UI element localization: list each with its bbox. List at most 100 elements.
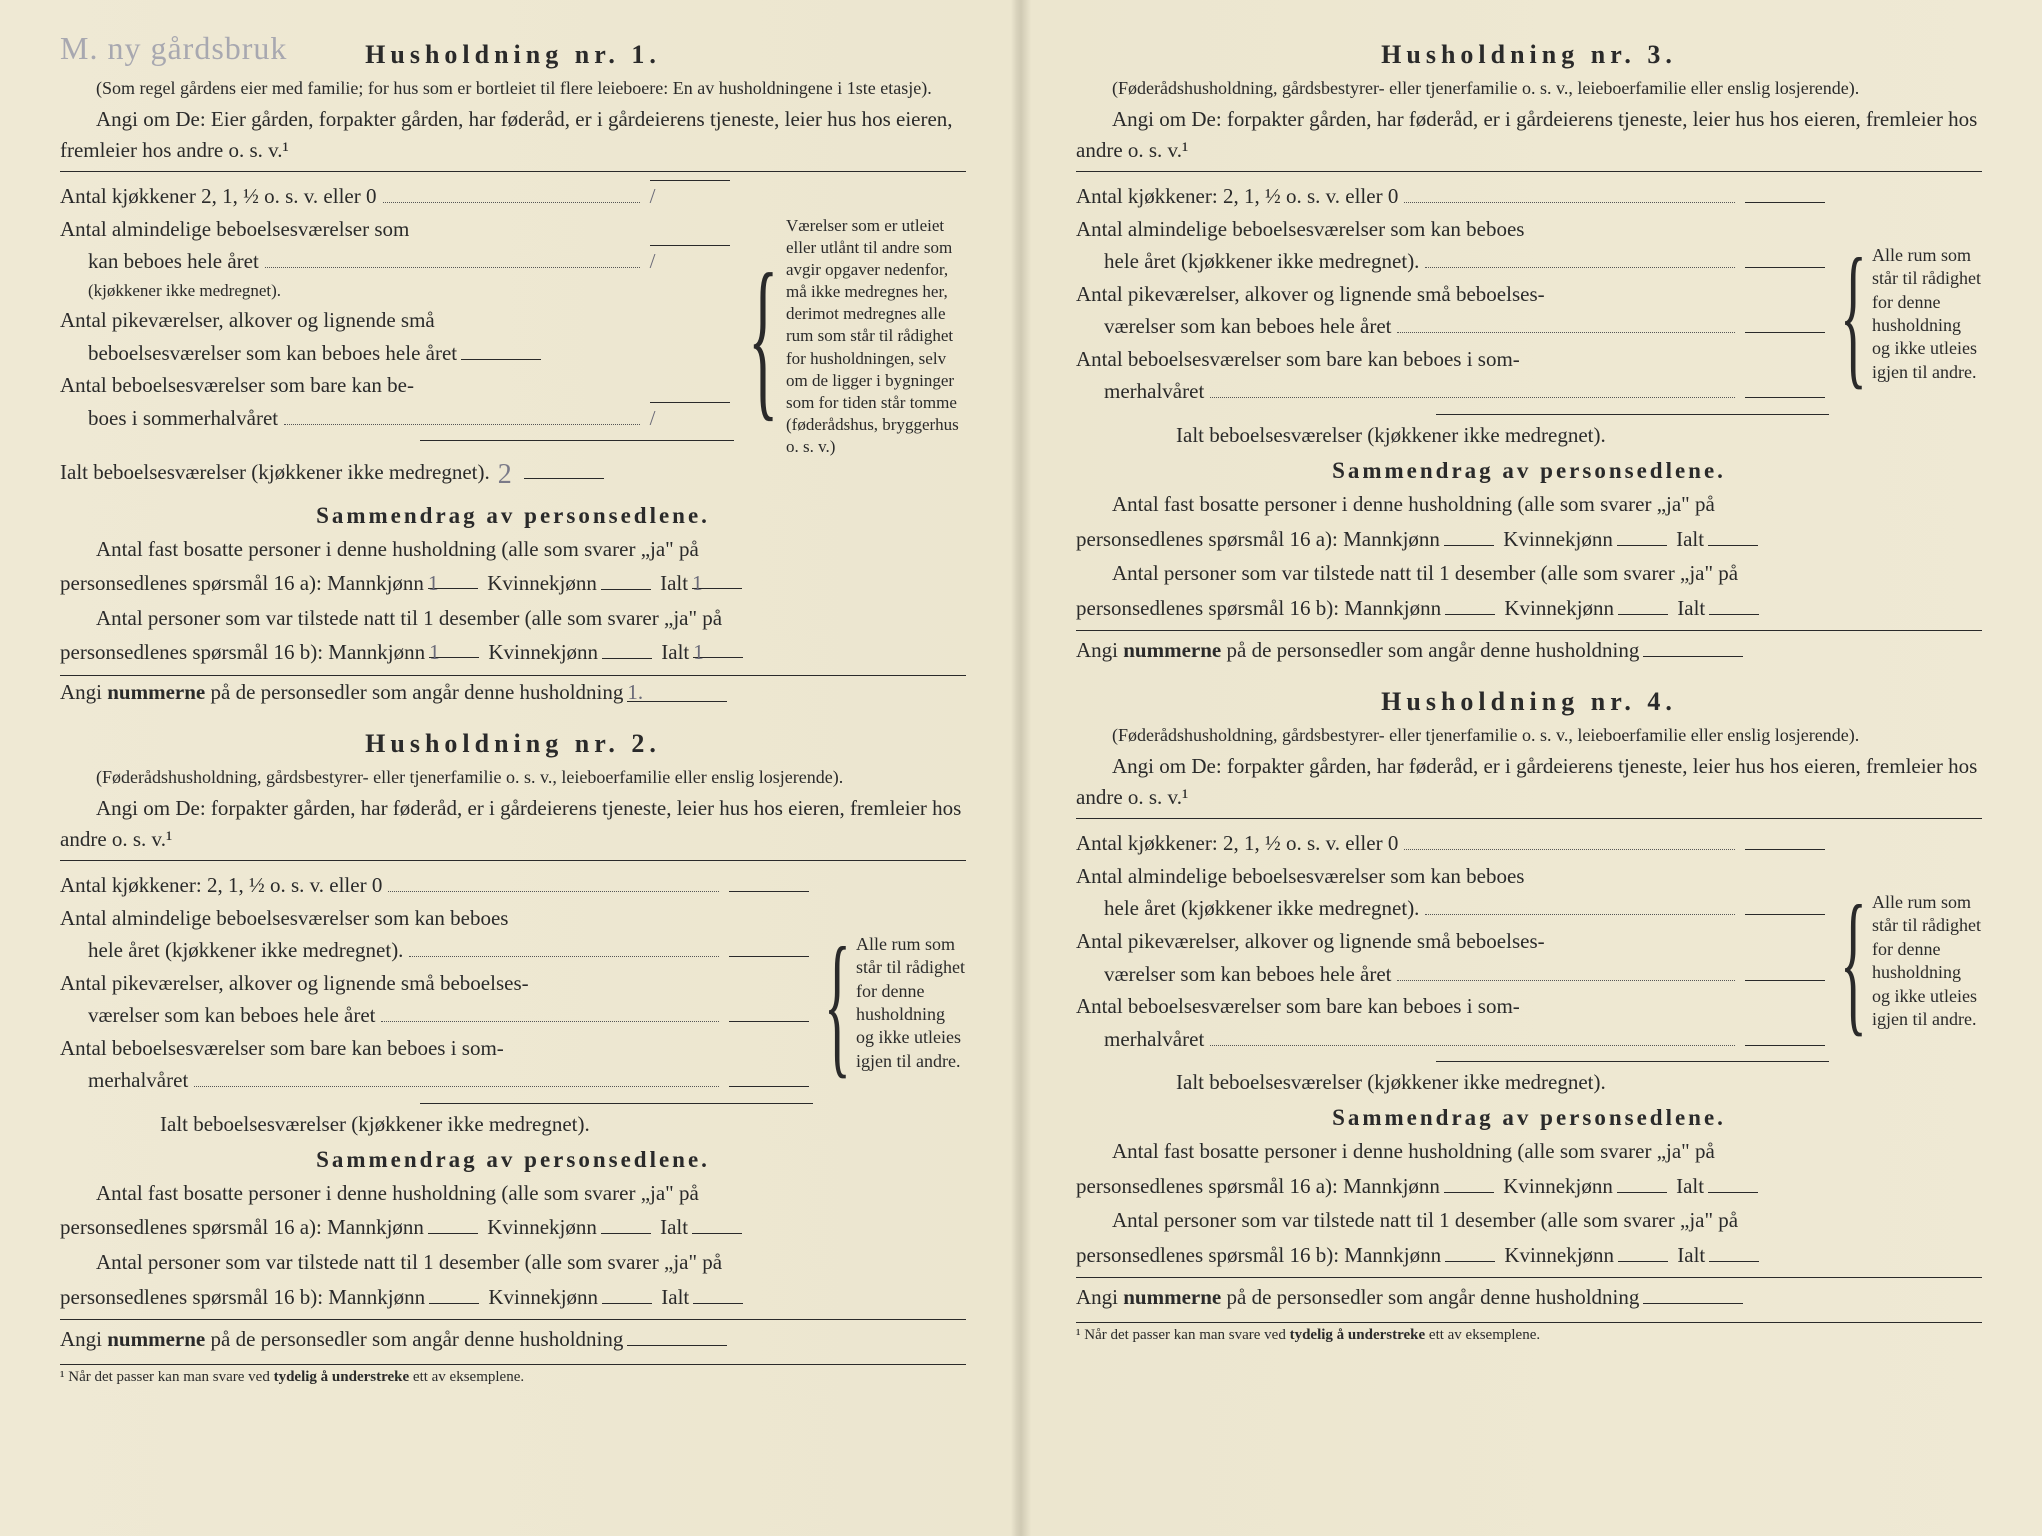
hh3-sum2-kvinne[interactable]	[1618, 593, 1668, 615]
hh3-sum1-ialt[interactable]	[1708, 524, 1758, 546]
hh2-r4a: Antal beboelsesværelser som bare kan beb…	[60, 1032, 504, 1065]
hh4-sum1-mann[interactable]	[1444, 1171, 1494, 1193]
document-spread: M. ny gårdsbruk Husholdning nr. 1. (Som …	[0, 0, 2042, 1536]
hh3-r3a: Antal pikeværelser, alkover og lignende …	[1076, 278, 1545, 311]
footnote-right: ¹ Når det passer kan man svare ved tydel…	[1076, 1322, 1982, 1344]
hh2-total: Ialt beboelsesværelser (kjøkkener ikke m…	[160, 1112, 590, 1137]
hh4-angi-num: Angi nummerne på de personsedler som ang…	[1076, 1277, 1982, 1310]
household-3: Husholdning nr. 3. (Føderådshusholdning,…	[1076, 40, 1982, 663]
hh3-sum1-kvinne[interactable]	[1617, 524, 1667, 546]
page-right: Husholdning nr. 3. (Føderådshusholdning,…	[1021, 0, 2042, 1536]
hh3-angi-blank[interactable]	[1643, 635, 1743, 657]
hh2-sum1a: Antal fast bosatte personer i denne hush…	[60, 1177, 966, 1210]
hh2-sidenote: Alle rum som står til rådighet for denne…	[856, 933, 966, 1073]
hh2-sum1-kvinne[interactable]	[601, 1212, 651, 1234]
hh3-sidenote: Alle rum som står til rådighet for denne…	[1872, 244, 1982, 384]
hh4-subnote: (Føderådshusholdning, gårdsbestyrer- ell…	[1076, 723, 1982, 747]
hh2-r3-blank[interactable]	[729, 1021, 809, 1022]
hh4-r4a: Antal beboelsesværelser som bare kan beb…	[1076, 990, 1520, 1023]
hh4-sum2a: Antal personer som var tilstede natt til…	[1076, 1204, 1982, 1237]
hh2-sum2-ialt[interactable]	[693, 1282, 743, 1304]
hh4-r3a: Antal pikeværelser, alkover og lignende …	[1076, 925, 1545, 958]
hh3-r4-blank[interactable]	[1745, 397, 1825, 398]
hh4-title: Husholdning nr. 4.	[1076, 687, 1982, 717]
hh1-sum1-row: personsedlenes spørsmål 16 a): Mannkjønn…	[60, 567, 966, 600]
hh1-sum2-ialt[interactable]: 1	[693, 636, 743, 658]
hh2-sum1-mann[interactable]	[428, 1212, 478, 1234]
hh3-sum2-mann[interactable]	[1445, 593, 1495, 615]
hh4-r2-blank[interactable]	[1745, 914, 1825, 915]
hh1-sum2-kvinne[interactable]	[602, 637, 652, 659]
hh1-r1-blank[interactable]: /	[650, 180, 730, 181]
hh2-sum2-kvinne[interactable]	[602, 1282, 652, 1304]
hh4-r2b: hele året (kjøkkener ikke medregnet).	[1104, 892, 1419, 925]
hh4-sidenote: Alle rum som står til rådighet for denne…	[1872, 891, 1982, 1031]
hh1-angi: Angi om De: Eier gården, forpakter gårde…	[60, 104, 966, 165]
hh2-angi-blank[interactable]	[627, 1324, 727, 1346]
hh1-r4-blank[interactable]: /	[650, 402, 730, 403]
hh1-sum2-row: personsedlenes spørsmål 16 b): Mannkjønn…	[60, 636, 966, 669]
hh1-r2a: Antal almindelige beboelsesværelser som	[60, 213, 409, 246]
hh2-r4b: merhalvåret	[88, 1064, 188, 1097]
hh2-sum1-ialt[interactable]	[692, 1212, 742, 1234]
hh2-r3b: værelser som kan beboes hele året	[88, 999, 375, 1032]
footnote-left: ¹ Når det passer kan man svare ved tydel…	[60, 1364, 966, 1386]
hh3-summary-title: Sammendrag av personsedlene.	[1076, 458, 1982, 484]
hh3-sum2-ialt[interactable]	[1709, 593, 1759, 615]
hh2-summary-title: Sammendrag av personsedlene.	[60, 1147, 966, 1173]
hh1-sum1-mann[interactable]: 1	[428, 567, 478, 589]
hh1-r4a: Antal beboelsesværelser som bare kan be-	[60, 369, 414, 402]
hh2-r2-blank[interactable]	[729, 956, 809, 957]
hh1-summary-title: Sammendrag av personsedlene.	[60, 503, 966, 529]
hh1-sum2-mann[interactable]: 1	[429, 636, 479, 658]
hh2-r1: Antal kjøkkener: 2, 1, ½ o. s. v. eller …	[60, 869, 382, 902]
hh3-r4a: Antal beboelsesværelser som bare kan beb…	[1076, 343, 1520, 376]
hh3-title: Husholdning nr. 3.	[1076, 40, 1982, 70]
hh2-sum2-mann[interactable]	[429, 1282, 479, 1304]
hh4-angi-blank[interactable]	[1643, 1282, 1743, 1304]
pencil-annotation: M. ny gårdsbruk	[60, 30, 287, 67]
hh4-r3-blank[interactable]	[1745, 980, 1825, 981]
hh4-r4b: merhalvåret	[1104, 1023, 1204, 1056]
hh1-sum1-kvinne[interactable]	[601, 568, 651, 590]
hh3-r4b: merhalvåret	[1104, 375, 1204, 408]
hh4-sum2-ialt[interactable]	[1709, 1240, 1759, 1262]
hh2-angi: Angi om De: forpakter gården, har føderå…	[60, 793, 966, 854]
hh1-r2c: (kjøkkener ikke medregnet).	[88, 278, 281, 304]
hh4-total: Ialt beboelsesværelser (kjøkkener ikke m…	[1176, 1070, 1606, 1095]
hh1-total: Ialt beboelsesværelser (kjøkkener ikke m…	[60, 456, 490, 489]
hh4-r1: Antal kjøkkener: 2, 1, ½ o. s. v. eller …	[1076, 827, 1398, 860]
hh1-angi-num: Angi nummerne på de personsedler som ang…	[60, 675, 966, 705]
hh4-sum1-ialt[interactable]	[1708, 1171, 1758, 1193]
hh1-r2b: kan beboes hele året	[88, 245, 259, 278]
hh3-r2a: Antal almindelige beboelsesværelser som …	[1076, 213, 1524, 246]
hh2-sum2a: Antal personer som var tilstede natt til…	[60, 1246, 966, 1279]
hh1-r3-blank[interactable]	[461, 359, 541, 360]
hh2-r4-blank[interactable]	[729, 1086, 809, 1087]
hh3-r2-blank[interactable]	[1745, 267, 1825, 268]
hh3-r1-blank[interactable]	[1745, 202, 1825, 203]
hh1-r3a: Antal pikeværelser, alkover og lignende …	[60, 304, 435, 337]
hh3-r2b: hele året (kjøkkener ikke medregnet).	[1104, 245, 1419, 278]
hh3-r3-blank[interactable]	[1745, 332, 1825, 333]
hh3-sum1-mann[interactable]	[1444, 524, 1494, 546]
hh4-sum2-kvinne[interactable]	[1618, 1240, 1668, 1262]
hh1-r2-blank[interactable]: /	[650, 245, 730, 246]
hh4-sum1a: Antal fast bosatte personer i denne hush…	[1076, 1135, 1982, 1168]
hh4-sum2-mann[interactable]	[1445, 1240, 1495, 1262]
hh1-sum1-ialt[interactable]: 1	[692, 567, 742, 589]
hh4-r3b: værelser som kan beboes hele året	[1104, 958, 1391, 991]
hh4-sum1-kvinne[interactable]	[1617, 1171, 1667, 1193]
hh1-total-value[interactable]: 2	[490, 453, 520, 496]
hh2-r2b: hele året (kjøkkener ikke medregnet).	[88, 934, 403, 967]
hh4-r1-blank[interactable]	[1745, 849, 1825, 850]
hh1-sum1a: Antal fast bosatte personer i denne hush…	[60, 533, 966, 566]
hh3-sum2a: Antal personer som var tilstede natt til…	[1076, 557, 1982, 590]
hh4-r4-blank[interactable]	[1745, 1045, 1825, 1046]
hh2-r1-blank[interactable]	[729, 891, 809, 892]
hh1-r1: Antal kjøkkener 2, 1, ½ o. s. v. eller 0	[60, 180, 377, 213]
hh1-angi-blank[interactable]: 1.	[627, 680, 727, 702]
hh1-sidenote: Værelser som er utleiet eller utlånt til…	[786, 215, 966, 458]
hh3-sum1a: Antal fast bosatte personer i denne hush…	[1076, 488, 1982, 521]
hh4-sum2-row: personsedlenes spørsmål 16 b): Mannkjønn…	[1076, 1239, 1982, 1272]
